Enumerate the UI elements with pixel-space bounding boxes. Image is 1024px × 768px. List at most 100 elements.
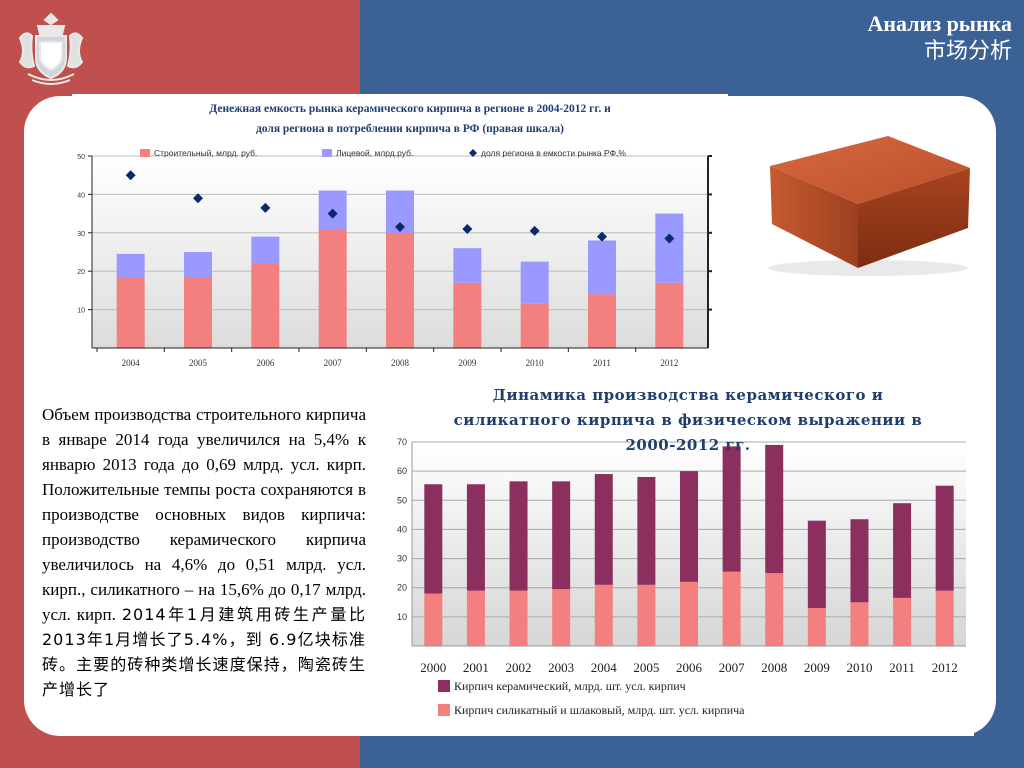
chart2-title-line2: силикатного кирпича в физическом выражен…: [454, 411, 923, 429]
chart1-ytick-label: 30: [77, 231, 85, 238]
chart2-legend-swatch-ceramic: [438, 680, 450, 692]
chart1-share-marker: [327, 208, 338, 219]
chart1-share-marker: [529, 225, 540, 236]
chart1-ytick-label: 50: [77, 154, 85, 161]
chart2-ytick-label: 50: [397, 495, 407, 505]
chart2-xtick-label: 2007: [719, 660, 746, 675]
chart2-legend-silicate: Кирпич силикатный и шлаковый, млрд. шт. …: [454, 703, 745, 717]
description-zh: 2014年1月建筑用砖生产量比2013年1月增长了5.4%，到 6.9亿块标准砖…: [42, 605, 367, 699]
chart2-xtick-label: 2000: [420, 660, 446, 675]
chart1-ytick-label: 10: [77, 308, 85, 315]
chart2-xtick-label: 2009: [804, 660, 830, 675]
chart2-bar-ceramic: [807, 520, 826, 609]
chart1-bar-facing: [184, 252, 212, 277]
chart1-xtick-label: 2011: [593, 358, 611, 368]
chart2-xtick-label: 2002: [506, 660, 532, 675]
chart2-bar-ceramic: [466, 484, 485, 591]
description-ru: Объем производства строительного кирпича…: [42, 405, 366, 624]
chart2-bar-ceramic: [680, 471, 698, 582]
chart2-bar-ceramic: [850, 519, 869, 603]
chart2-xtick-label: 2012: [932, 660, 958, 675]
chart1-bar-facing: [453, 248, 482, 283]
chart1-bar-construction: [386, 232, 414, 348]
coat-of-arms-icon: [18, 12, 84, 85]
chart2-bar-silicate: [594, 584, 613, 646]
chart2-bar-silicate: [552, 589, 571, 646]
chart1-bar-facing: [116, 253, 145, 277]
chart2-bar-silicate: [637, 584, 656, 646]
chart2-xtick-label: 2001: [463, 660, 489, 675]
chart1-share-marker: [597, 231, 607, 242]
chart2-bar-ceramic: [552, 481, 571, 590]
chart1-xtick-label: 2012: [660, 358, 678, 368]
chart1-legend-swatch-construction: [140, 149, 150, 157]
chart2-bar-silicate: [893, 597, 912, 646]
chart2-title-line1: Динамика производства керамического и: [493, 386, 884, 404]
chart2-xtick-label: 2011: [889, 660, 915, 675]
chart2-xtick-label: 2008: [761, 660, 787, 675]
chart1-xtick-label: 2009: [458, 358, 477, 368]
chart1-bar-facing: [588, 240, 616, 295]
chart1-bar-construction: [655, 282, 684, 348]
chart1-bar-construction: [318, 228, 347, 348]
chart2-bar-ceramic: [594, 474, 613, 585]
chart2-bar-silicate: [424, 593, 443, 646]
chart1-bar-construction: [184, 276, 212, 348]
chart1-share-marker: [462, 223, 473, 234]
chart2-bar-ceramic: [893, 503, 912, 598]
chart2-bar-silicate: [722, 571, 741, 646]
chart2-xtick-label: 2005: [633, 660, 659, 675]
chart2-legend-swatch-silicate: [438, 704, 450, 716]
chart1-legend-share: доля региона в емкости рынка РФ,%: [481, 148, 626, 158]
chart1-share-marker: [664, 233, 675, 244]
footer-bar: [0, 736, 1024, 768]
market-capacity-chart: Денежная емкость рынка керамического кир…: [72, 94, 728, 374]
chart2-bar-ceramic: [722, 446, 741, 572]
chart2-ytick-label: 10: [397, 612, 407, 622]
chart2-bar-silicate: [466, 590, 485, 646]
chart2-bar-silicate: [765, 573, 784, 646]
header-title: Анализ рынка 市场分析: [867, 10, 1012, 66]
chart2-legend-ceramic: Кирпич керамический, млрд. шт. усл. кирп…: [454, 679, 686, 693]
chart2-xtick-label: 2004: [591, 660, 618, 675]
chart1-share-marker: [260, 202, 271, 213]
chart1-share-marker: [395, 222, 405, 233]
chart2-ytick-label: 60: [397, 466, 407, 476]
chart2-bar-silicate: [509, 590, 528, 646]
chart1-bar-facing: [520, 261, 549, 304]
chart2-bar-silicate: [850, 602, 869, 646]
page-title-ru: Анализ рынка: [867, 11, 1012, 36]
chart1-bar-construction: [251, 263, 280, 348]
chart1-xtick-label: 2004: [122, 358, 140, 368]
chart1-legend-construction: Строительный, млрд. руб.: [154, 148, 257, 158]
chart1-title-line1: Денежная емкость рынка керамического кир…: [209, 103, 611, 115]
chart2-ytick-label: 40: [397, 524, 407, 534]
chart1-share-marker: [125, 170, 136, 181]
chart2-title-line3: 2000-2012 гг.: [625, 436, 750, 454]
chart1-xtick-label: 2007: [324, 358, 343, 368]
chart2-xtick-label: 2010: [846, 660, 872, 675]
chart1-legend-swatch-facing: [322, 149, 332, 157]
chart2-bar-silicate: [807, 608, 826, 646]
chart2-bar-silicate: [680, 581, 698, 646]
description-text: Объем производства строительного кирпича…: [42, 402, 366, 702]
chart1-xtick-label: 2008: [391, 358, 410, 368]
chart2-bar-ceramic: [935, 485, 954, 591]
chart2-bar-ceramic: [424, 484, 443, 594]
chart1-legend-swatch-share: [469, 149, 477, 157]
chart1-bar-construction: [520, 303, 549, 348]
chart1-bar-construction: [588, 294, 616, 348]
chart2-bar-ceramic: [509, 481, 528, 591]
chart1-bar-construction: [116, 276, 145, 348]
chart2-bar-ceramic: [637, 476, 656, 585]
chart1-share-marker: [193, 193, 203, 204]
chart2-xtick-label: 2003: [548, 660, 574, 675]
chart1-ytick-label: 20: [77, 269, 85, 276]
chart1-title-line2: доля региона в потреблении кирпича в РФ …: [256, 123, 564, 135]
chart1-xtick-label: 2005: [189, 358, 208, 368]
chart1-bar-facing: [655, 213, 684, 283]
chart2-bar-ceramic: [765, 444, 784, 574]
chart1-legend-facing: Лицевой, млрд.руб.: [336, 148, 413, 158]
chart2-bar-silicate: [935, 590, 954, 646]
page-title-zh: 市场分析: [923, 39, 1012, 64]
